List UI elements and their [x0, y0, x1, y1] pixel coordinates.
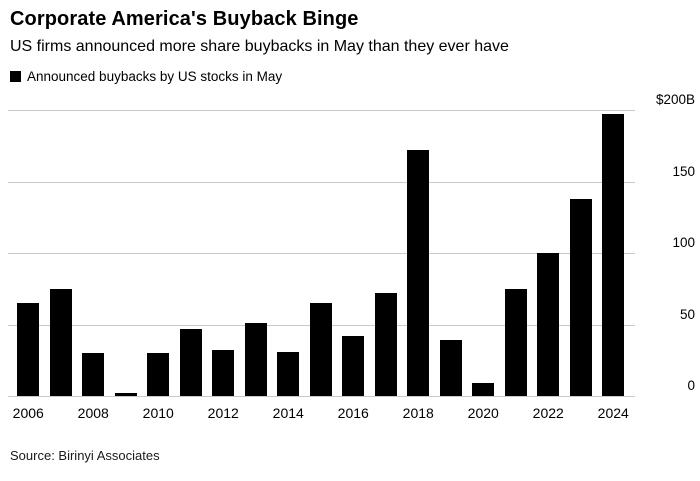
x-axis-label-2024: 2024 — [597, 405, 629, 421]
bar-2021 — [504, 288, 527, 396]
bar-2011 — [179, 328, 202, 396]
legend: Announced buybacks by US stocks in May — [10, 69, 282, 84]
y-axis-label-0: 0 — [687, 378, 695, 393]
bar-2018 — [407, 150, 430, 396]
bar-2009 — [114, 393, 137, 396]
bar-2013 — [244, 323, 267, 396]
legend-swatch-icon — [10, 71, 21, 82]
chart-title: Corporate America's Buyback Binge — [10, 8, 359, 30]
bar-2015 — [309, 303, 332, 396]
bar-2008 — [82, 353, 105, 396]
bar-2012 — [212, 350, 235, 396]
bar-2023 — [569, 198, 592, 396]
y-axis-label-150: 150 — [672, 163, 695, 179]
bar-2016 — [342, 335, 365, 396]
x-axis-label-2006: 2006 — [12, 405, 44, 421]
chart-subtitle: US firms announced more share buybacks i… — [10, 38, 509, 55]
x-axis-label-2018: 2018 — [402, 405, 434, 421]
bar-2014 — [277, 351, 300, 396]
bar-2022 — [537, 253, 560, 396]
bar-2019 — [439, 340, 462, 396]
x-axis-label-2010: 2010 — [142, 405, 174, 421]
bar-2020 — [472, 383, 495, 396]
x-axis-label-2014: 2014 — [272, 405, 304, 421]
x-axis-label-2022: 2022 — [532, 405, 564, 421]
bar-2010 — [147, 353, 170, 396]
gridline-0 — [8, 396, 635, 397]
bar-2024 — [602, 114, 625, 396]
y-axis-label-50: 50 — [679, 306, 695, 322]
x-axis-label-2020: 2020 — [467, 405, 499, 421]
x-axis-label-2016: 2016 — [337, 405, 369, 421]
bar-2007 — [49, 288, 72, 396]
x-axis-label-2012: 2012 — [207, 405, 239, 421]
gridline-200 — [8, 110, 635, 111]
y-axis-label-100: 100 — [672, 235, 695, 250]
bar-2017 — [374, 293, 397, 396]
source-line: Source: Birinyi Associates — [10, 448, 160, 463]
bar-2006 — [17, 303, 40, 396]
legend-label: Announced buybacks by US stocks in May — [27, 69, 283, 84]
x-axis-label-2008: 2008 — [77, 405, 109, 421]
gridline-150 — [8, 181, 635, 183]
gridline-100 — [8, 253, 635, 254]
y-axis-label-200: $200B — [655, 92, 695, 107]
